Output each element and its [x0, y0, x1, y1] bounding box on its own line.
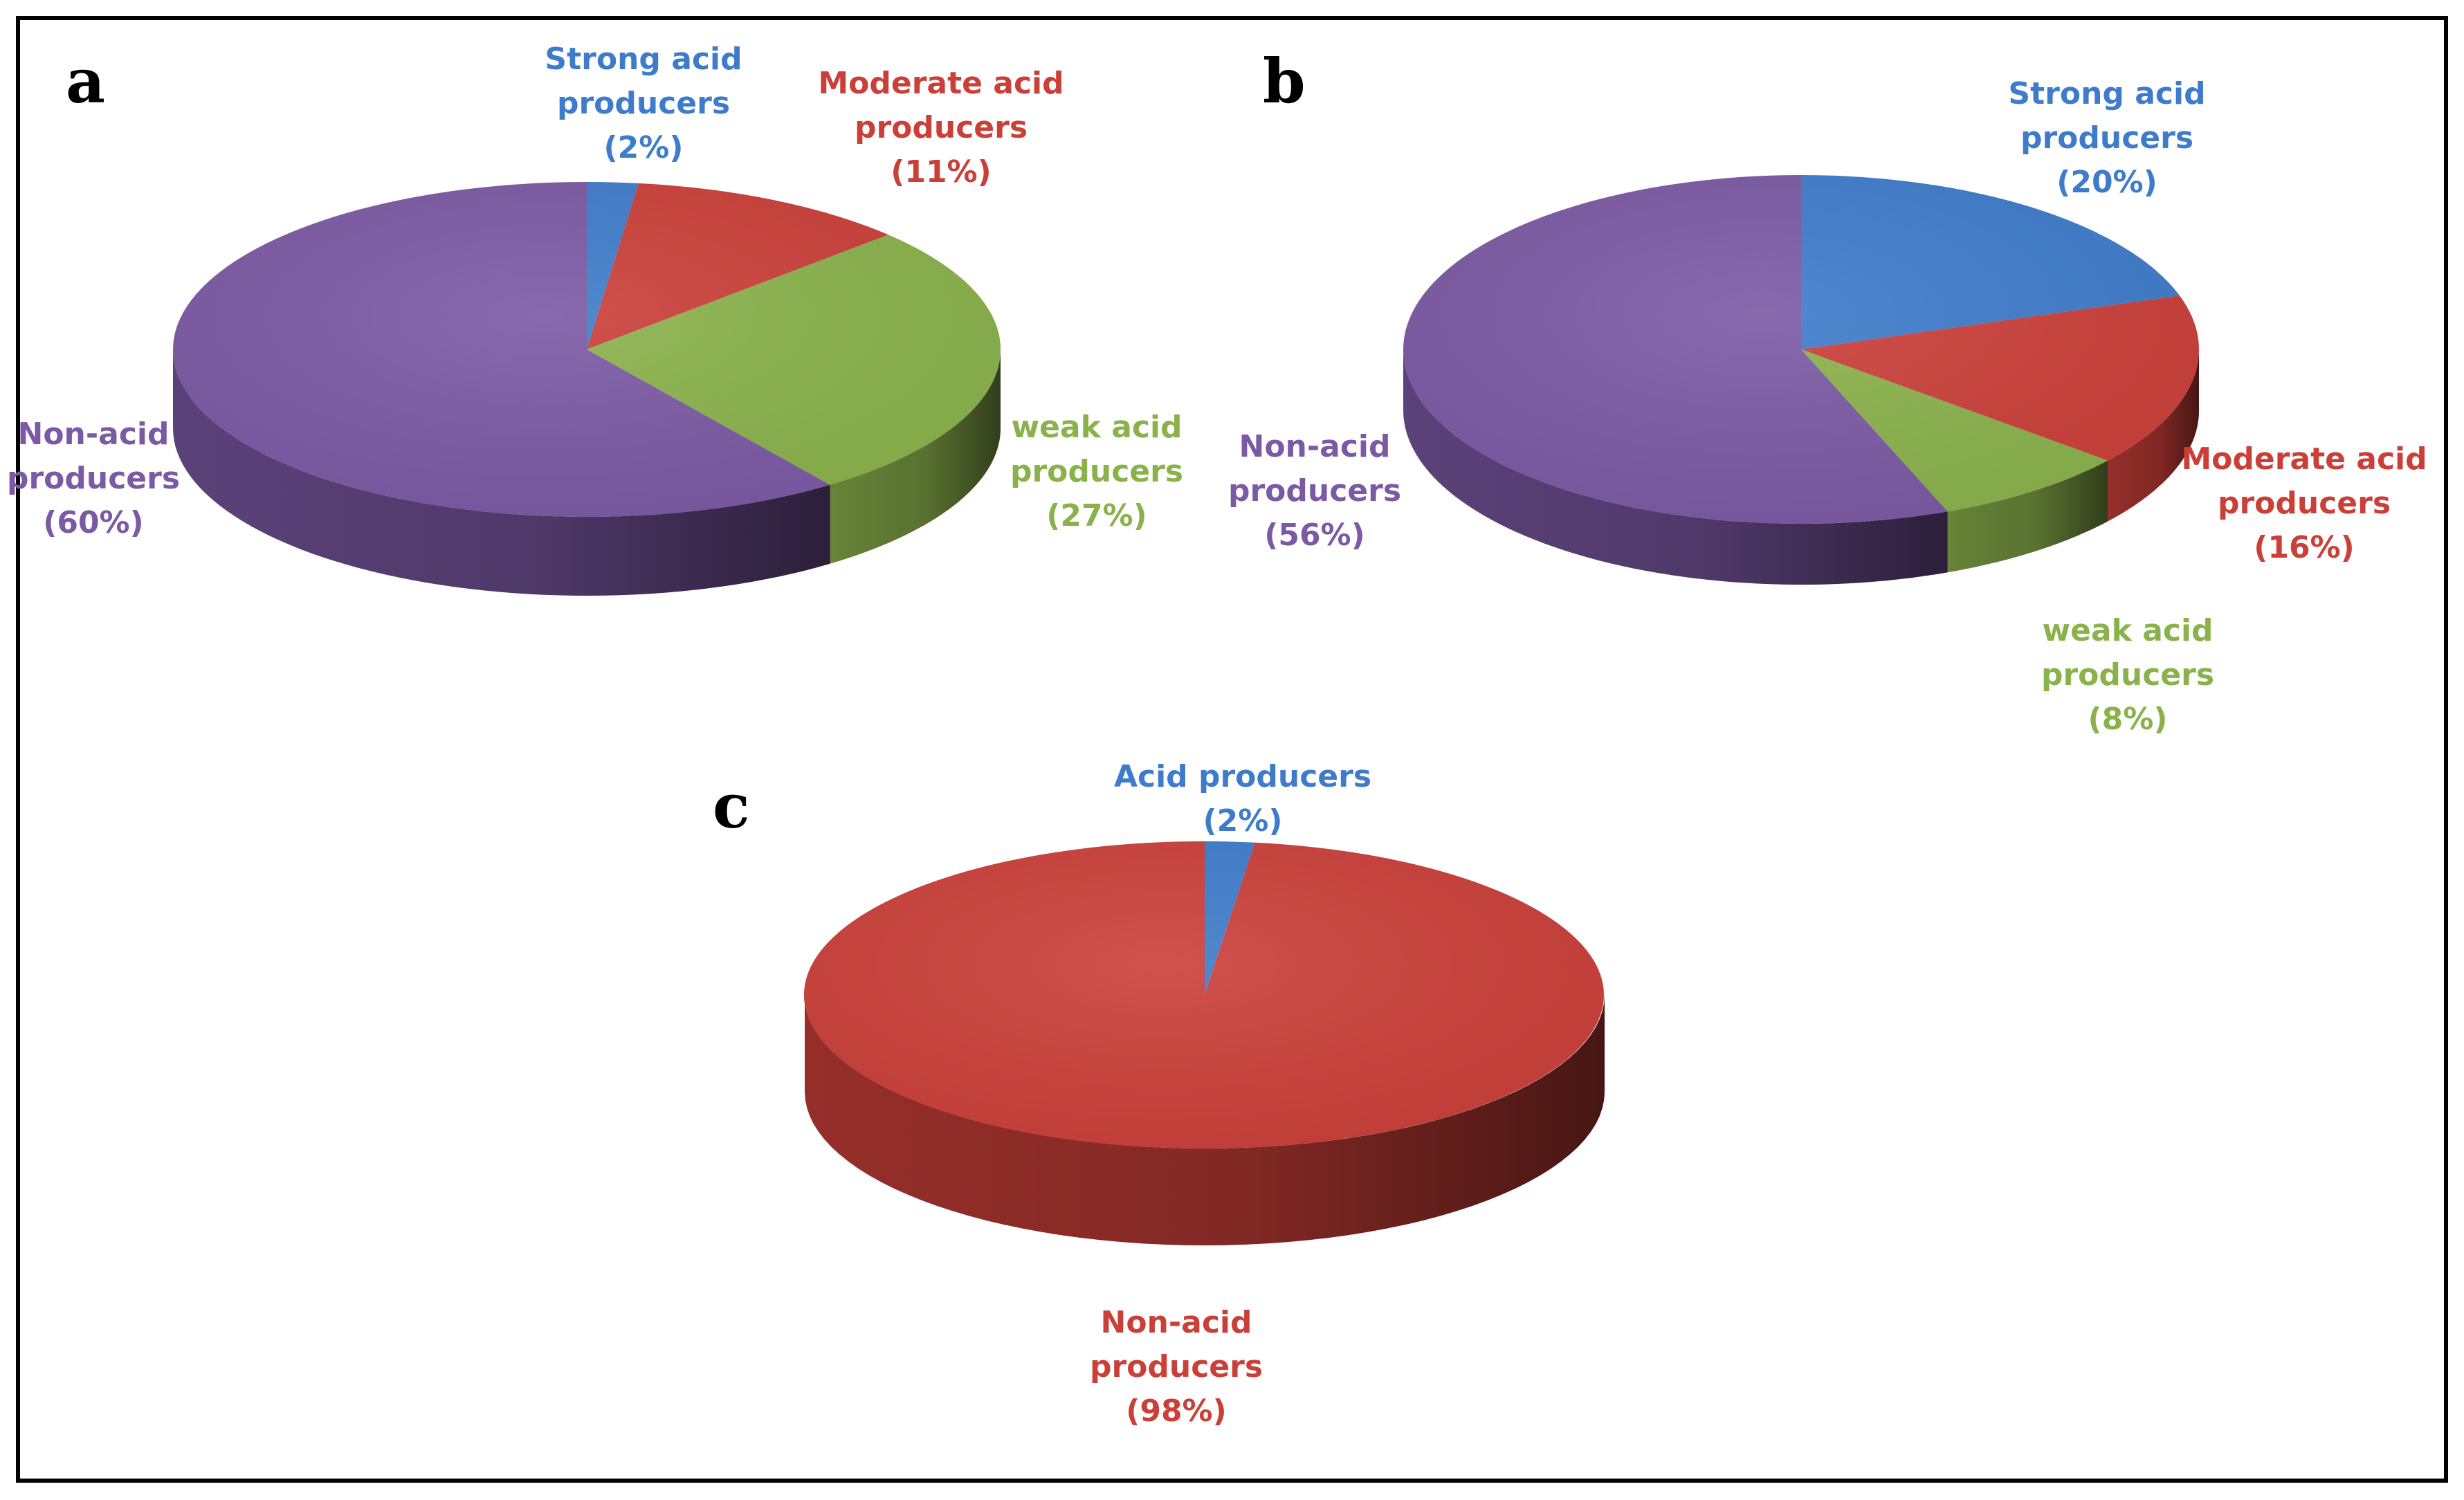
panel-label-b: b: [1263, 45, 1306, 117]
slice-label-line: weak acid: [2042, 613, 2213, 648]
slice-label-weak-acid: weak acid producers (8%): [2041, 613, 2214, 737]
slice-label-line: (98%): [1126, 1393, 1227, 1429]
pie-chart-a: a Strong acid producers (2%) Moderate acid pr…: [7, 42, 1183, 596]
slice-label-line: Non-acid: [1239, 429, 1391, 464]
slice-label-line: producers: [855, 110, 1028, 145]
slice-label-strong-acid: Strong acid producers (2%): [545, 42, 742, 165]
slice-side-shade: [1947, 460, 2108, 573]
slice-label-line: weak acid: [1011, 410, 1182, 445]
slice-label-line: (27%): [1046, 498, 1147, 533]
figure-border: [16, 16, 2448, 1483]
slice-label-weak-acid: weak acid producers (27%): [1010, 410, 1183, 533]
slice-label-line: producers: [1010, 454, 1183, 489]
slice-label-line: (2%): [604, 130, 684, 165]
slice-label-line: (20%): [2056, 165, 2157, 200]
slice-label-line: Non-acid: [1101, 1305, 1252, 1340]
slice-label-line: producers: [1228, 473, 1401, 509]
slice-side-shade: [805, 995, 1605, 1245]
slice-label-line: producers: [1090, 1349, 1263, 1384]
pie-chart-c: c Acid producers (2%) Non-acid producers (98%…: [713, 759, 1605, 1429]
slice-label-non-acid: Non-acid producers (56%): [1228, 429, 1401, 553]
slice-label-strong-acid: Strong acid producers (20%): [2008, 76, 2205, 200]
slice-label-line: Moderate acid: [818, 66, 1064, 101]
pie-chart-b: b Strong acid producers (20%) Moderate acid p…: [1228, 45, 2427, 737]
slice-label-line: (2%): [1203, 803, 1283, 839]
slice-label-line: Strong acid: [545, 42, 742, 77]
panel-label-a: a: [66, 45, 105, 117]
slice-label-line: Acid producers: [1114, 759, 1371, 794]
panel-label-c: c: [713, 770, 750, 842]
slice-label-line: (60%): [43, 505, 144, 540]
slice-label-line: (8%): [2088, 702, 2168, 737]
slice-label-acid-producers: Acid producers (2%): [1114, 759, 1371, 839]
slice-label-moderate-acid: Moderate acid producers (16%): [2181, 441, 2427, 565]
slice-label-line: producers: [2218, 486, 2391, 521]
slice-label-line: Non-acid: [18, 417, 170, 452]
slice-label-non-acid: Non-acid producers (98%): [1090, 1305, 1263, 1429]
slice-side-shade: [173, 349, 830, 596]
pie-top-highlight: [1403, 175, 2199, 524]
slice-label-line: (56%): [1264, 518, 1365, 553]
slice-label-moderate-acid: Moderate acid producers (11%): [818, 66, 1064, 190]
slice-side-shade: [830, 349, 1001, 564]
slice-label-non-acid: Non-acid producers (60%): [7, 417, 180, 540]
pie-top-highlight: [173, 182, 1001, 517]
pie-top-highlight: [805, 841, 1605, 1149]
slice-label-line: producers: [2041, 657, 2214, 693]
slice-label-line: (11%): [891, 154, 992, 190]
slice-side-shade: [2108, 349, 2199, 522]
slice-label-line: producers: [557, 86, 730, 121]
slice-side-shade: [1403, 349, 1948, 585]
slice-label-line: Strong acid: [2008, 76, 2205, 111]
slice-label-line: producers: [7, 461, 180, 496]
slice-label-line: producers: [2020, 120, 2193, 156]
slice-label-line: (16%): [2254, 530, 2355, 565]
slice-label-line: Moderate acid: [2181, 441, 2427, 477]
